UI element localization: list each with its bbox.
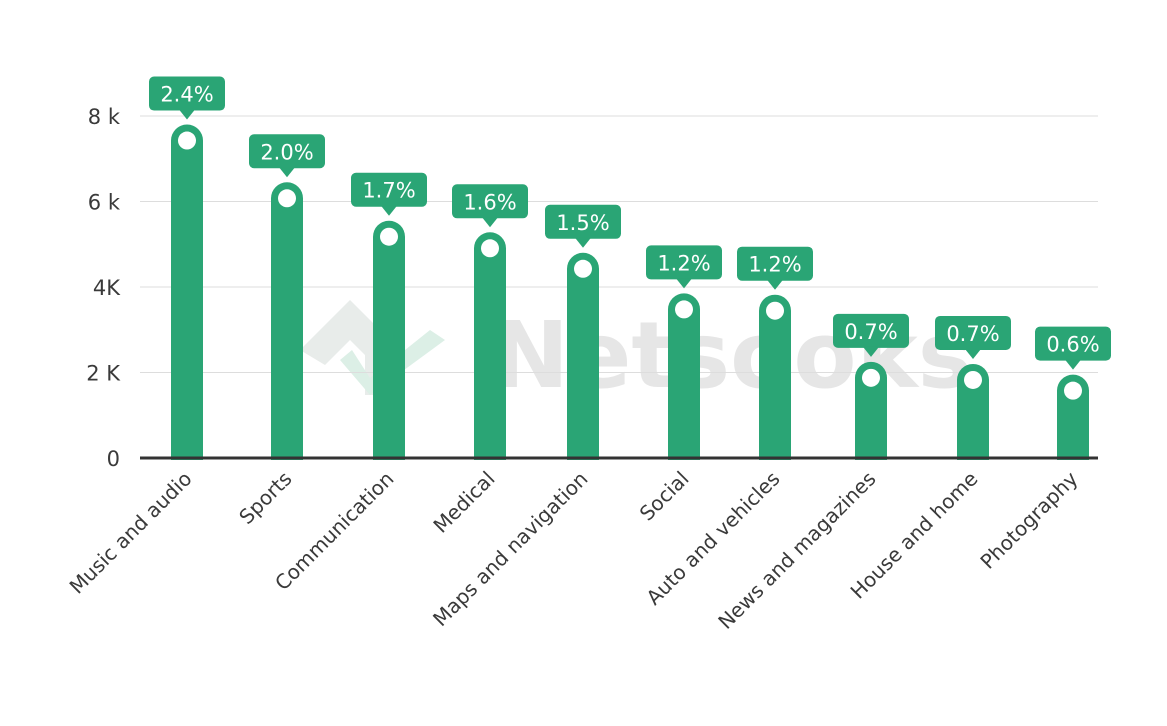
bar-point-marker: [178, 131, 196, 150]
data-label: 0.6%: [1035, 326, 1111, 370]
bar-base: [759, 442, 791, 460]
bar-base: [271, 442, 303, 460]
data-label: 1.5%: [545, 204, 621, 248]
bar-base: [373, 442, 405, 460]
data-label-pointer: [482, 217, 498, 228]
bar-base: [855, 442, 887, 460]
bar-point-marker: [278, 189, 296, 208]
bar-base: [1057, 442, 1089, 460]
data-label-box: [646, 245, 722, 280]
bar-group: [957, 363, 989, 460]
data-label-pointer: [767, 279, 783, 290]
bar-group: [171, 124, 203, 461]
bar: [1057, 374, 1089, 460]
data-label: 1.7%: [351, 172, 427, 216]
bar-point-marker: [766, 301, 784, 320]
data-label-text: 0.7%: [946, 322, 999, 346]
x-tick-label: Maps and navigation: [428, 467, 592, 631]
bar-point-marker: [862, 368, 880, 387]
data-label-box: [737, 246, 813, 281]
data-label-pointer: [575, 237, 591, 248]
bar-base: [668, 442, 700, 460]
bar: [668, 293, 700, 460]
bar-point-marker: [574, 259, 592, 278]
bar-base: [957, 442, 989, 460]
data-label: 2.0%: [249, 134, 325, 178]
bar-group: [567, 252, 599, 460]
data-labels: 2.4% 2.0% 1.7% 1.6% 1.5% 1.2% 1.2% 0.7% 0.7% 0.6%: [149, 76, 1111, 370]
data-label-pointer: [863, 346, 879, 357]
data-label-text: 1.6%: [463, 190, 516, 214]
x-tick-label: Sports: [234, 467, 296, 529]
bar-point-marker: [380, 227, 398, 246]
bar-group: [271, 182, 303, 460]
x-tick-label: News and magazines: [713, 467, 880, 634]
bar-group: [855, 361, 887, 460]
netsooks-logo-icon: [300, 300, 445, 395]
data-label: 1.2%: [737, 246, 813, 290]
data-label-box: [545, 204, 621, 239]
bar: [759, 294, 791, 460]
bar-point-marker: [1064, 381, 1082, 400]
data-label-pointer: [965, 348, 981, 359]
bar: [373, 220, 405, 460]
data-label-box: [249, 134, 325, 169]
data-label: 0.7%: [833, 313, 909, 357]
bar-group: [668, 293, 700, 460]
bar-group: [759, 294, 791, 460]
bar-group: [474, 232, 506, 460]
data-label-text: 0.7%: [844, 320, 897, 344]
data-label-box: [452, 184, 528, 219]
data-label-text: 0.6%: [1046, 333, 1099, 357]
y-tick-label: 4K: [93, 276, 121, 300]
data-label-pointer: [179, 109, 195, 120]
bar-base: [171, 442, 203, 460]
x-tick-label: Social: [635, 467, 694, 526]
y-tick-label: 0: [107, 447, 120, 471]
x-tick-label: Photography: [975, 466, 1082, 573]
y-tick-label: 8 k: [88, 105, 121, 129]
data-label-box: [833, 313, 909, 348]
y-tick-label: 2 K: [86, 362, 121, 386]
bar-point-marker: [481, 239, 499, 258]
data-label-pointer: [279, 167, 295, 178]
data-label-pointer: [381, 205, 397, 216]
y-tick-label: 6 k: [88, 191, 121, 215]
y-axis: 0 2 K 4K 6 k 8 k: [86, 105, 121, 471]
data-label-text: 2.0%: [260, 140, 313, 164]
data-label: 2.4%: [149, 76, 225, 120]
data-label-box: [149, 76, 225, 111]
bar: [171, 124, 203, 461]
data-label-box: [1035, 326, 1111, 361]
bar-group: [373, 220, 405, 460]
bar: [567, 252, 599, 460]
data-label-box: [935, 315, 1011, 350]
data-label-text: 1.2%: [657, 251, 710, 275]
data-label: 1.6%: [452, 184, 528, 228]
data-label: 0.7%: [935, 315, 1011, 359]
data-label-text: 1.7%: [362, 179, 415, 203]
data-label-text: 2.4%: [160, 83, 213, 107]
bar: [855, 361, 887, 460]
bar-group: [1057, 374, 1089, 460]
data-label-box: [351, 172, 427, 207]
data-label-pointer: [1065, 359, 1081, 370]
bar-base: [567, 442, 599, 460]
data-label-text: 1.5%: [556, 211, 609, 235]
bar-base: [474, 442, 506, 460]
x-tick-label: Medical: [428, 467, 499, 538]
data-label-text: 1.2%: [748, 253, 801, 277]
x-tick-label: Music and audio: [65, 467, 197, 599]
bars: [171, 124, 1089, 461]
bar-point-marker: [675, 300, 693, 319]
bar: [957, 363, 989, 460]
data-label-pointer: [676, 278, 692, 289]
data-label: 1.2%: [646, 245, 722, 289]
bar-point-marker: [964, 370, 982, 389]
bar: [474, 232, 506, 460]
bar: [271, 182, 303, 460]
